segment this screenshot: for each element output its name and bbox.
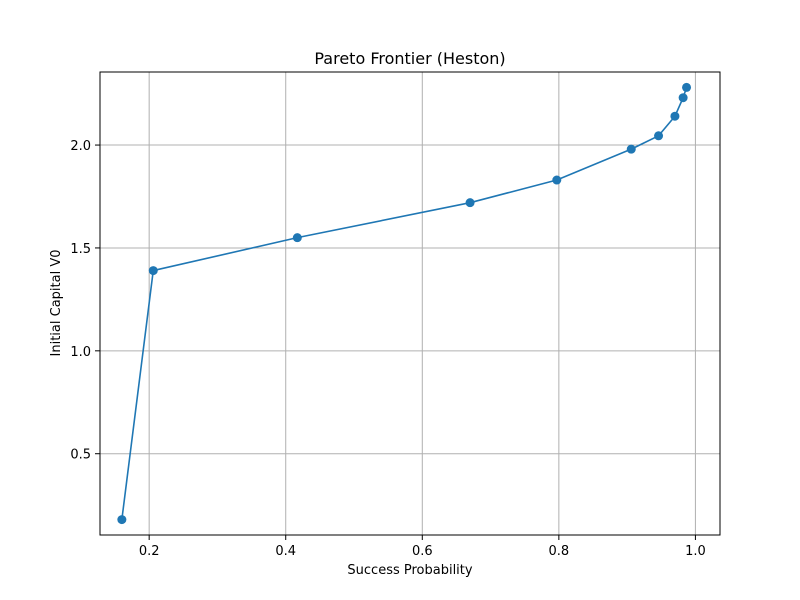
data-point — [678, 93, 688, 103]
data-point — [465, 198, 475, 208]
grid — [100, 72, 720, 535]
data-point — [670, 111, 680, 121]
series-line — [121, 87, 688, 520]
y-axis-label: Initial Capital V0 — [49, 250, 64, 357]
x-tick-label: 0.4 — [275, 544, 296, 559]
ticks: 0.2 0.4 0.6 0.8 1.0 0.5 1.0 1.5 2.0 — [70, 139, 705, 559]
y-tick-label: 0.5 — [70, 448, 91, 463]
y-tick-label: 1.0 — [70, 345, 91, 360]
x-tick-label: 0.8 — [549, 544, 570, 559]
data-point — [552, 175, 562, 185]
y-tick-label: 2.0 — [70, 139, 91, 154]
axes-frame — [99, 71, 721, 536]
data-point — [148, 266, 158, 276]
data-point — [292, 233, 302, 243]
data-point — [682, 82, 692, 92]
data-point — [654, 131, 664, 141]
x-axis-label: Success Probability — [347, 563, 472, 578]
x-tick-label: 1.0 — [685, 544, 706, 559]
data-point — [117, 515, 127, 525]
y-tick-label: 1.5 — [70, 242, 91, 257]
series-layer — [117, 82, 692, 525]
chart-title: Pareto Frontier (Heston) — [314, 49, 505, 68]
x-tick-label: 0.6 — [412, 544, 433, 559]
data-point — [626, 144, 636, 154]
x-tick-label: 0.2 — [139, 544, 160, 559]
